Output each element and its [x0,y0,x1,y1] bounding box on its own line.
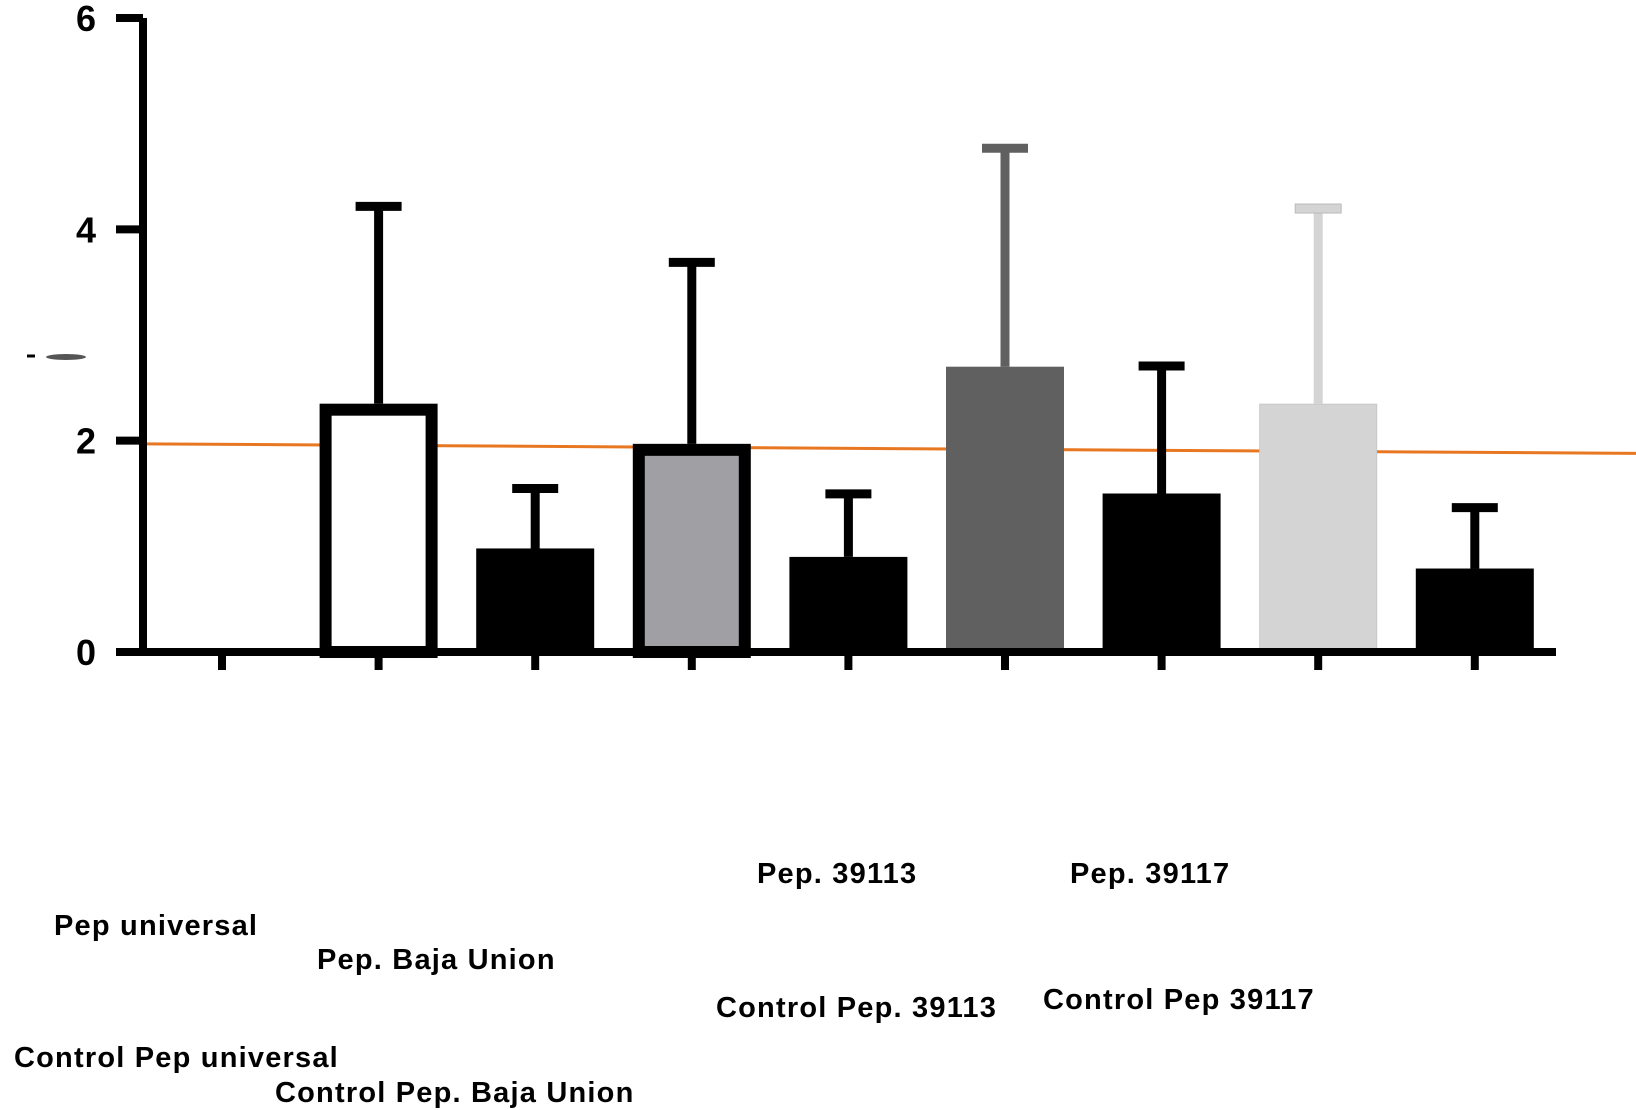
category-label: Control Pep. Baja Union [275,1077,635,1109]
y-tick-label: 4 [76,209,96,250]
category-label: Pep. 39117 [1070,858,1231,890]
y-tick-label: 2 [76,421,96,462]
bar [476,548,595,652]
bars-layer [319,143,1534,658]
bar [789,556,908,652]
error-bar-cap-outline [1294,203,1342,214]
axis-layer: 0 2 4 6 [76,0,1556,673]
bar [1102,493,1221,652]
artifact-smudge [46,354,86,360]
category-label: Pep. 39113 [757,858,918,890]
bar [1415,568,1534,652]
bar [946,366,1064,652]
category-label: Control Pep. 39113 [716,992,998,1024]
y-tick-label: 0 [76,632,96,673]
bar [632,443,751,658]
decor-layer [27,354,86,360]
category-label: Control Pep universal [14,1042,339,1074]
bar [1259,403,1378,653]
category-label: Control Pep 39117 [1043,984,1315,1016]
bar [319,403,438,658]
y-tick-label: 6 [76,0,96,39]
category-label: Pep. Baja Union [317,944,556,976]
category-label: Pep universal [54,910,259,942]
